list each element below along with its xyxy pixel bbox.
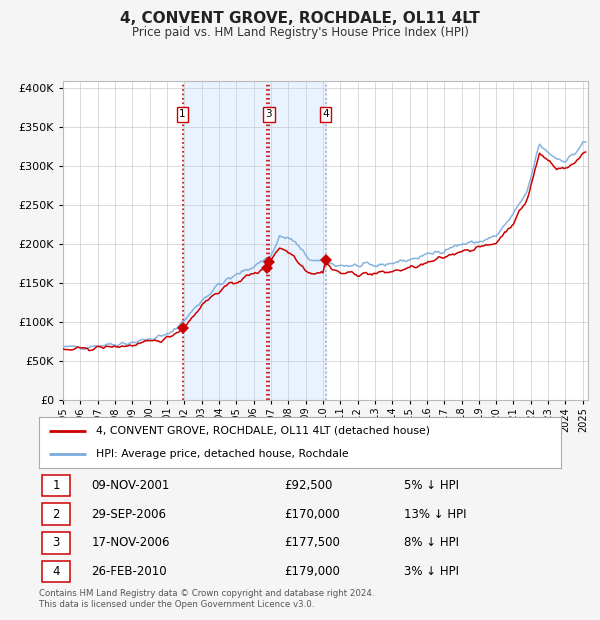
Text: 5% ↓ HPI: 5% ↓ HPI xyxy=(404,479,460,492)
Text: 09-NOV-2001: 09-NOV-2001 xyxy=(91,479,170,492)
Text: £92,500: £92,500 xyxy=(284,479,333,492)
Text: Price paid vs. HM Land Registry's House Price Index (HPI): Price paid vs. HM Land Registry's House … xyxy=(131,26,469,39)
Text: 29-SEP-2006: 29-SEP-2006 xyxy=(91,508,166,521)
Text: Contains HM Land Registry data © Crown copyright and database right 2024.: Contains HM Land Registry data © Crown c… xyxy=(39,589,374,598)
Text: £179,000: £179,000 xyxy=(284,565,340,578)
Text: 3: 3 xyxy=(266,109,272,119)
Text: 1: 1 xyxy=(52,479,60,492)
FancyBboxPatch shape xyxy=(41,532,70,554)
Text: 1: 1 xyxy=(179,109,186,119)
FancyBboxPatch shape xyxy=(41,475,70,497)
Text: 4, CONVENT GROVE, ROCHDALE, OL11 4LT (detached house): 4, CONVENT GROVE, ROCHDALE, OL11 4LT (de… xyxy=(97,426,430,436)
Text: 3% ↓ HPI: 3% ↓ HPI xyxy=(404,565,460,578)
Text: 13% ↓ HPI: 13% ↓ HPI xyxy=(404,508,467,521)
Bar xyxy=(182,81,326,400)
Text: 2: 2 xyxy=(52,508,60,521)
Text: 4: 4 xyxy=(52,565,60,578)
FancyBboxPatch shape xyxy=(41,560,70,582)
Text: 8% ↓ HPI: 8% ↓ HPI xyxy=(404,536,460,549)
Text: HPI: Average price, detached house, Rochdale: HPI: Average price, detached house, Roch… xyxy=(97,450,349,459)
Text: 3: 3 xyxy=(52,536,59,549)
Text: This data is licensed under the Open Government Licence v3.0.: This data is licensed under the Open Gov… xyxy=(39,600,314,609)
Text: 17-NOV-2006: 17-NOV-2006 xyxy=(91,536,170,549)
Text: £170,000: £170,000 xyxy=(284,508,340,521)
Text: 26-FEB-2010: 26-FEB-2010 xyxy=(91,565,167,578)
Text: 4: 4 xyxy=(322,109,329,119)
FancyBboxPatch shape xyxy=(41,503,70,525)
Text: 4, CONVENT GROVE, ROCHDALE, OL11 4LT: 4, CONVENT GROVE, ROCHDALE, OL11 4LT xyxy=(120,11,480,26)
Text: £177,500: £177,500 xyxy=(284,536,340,549)
